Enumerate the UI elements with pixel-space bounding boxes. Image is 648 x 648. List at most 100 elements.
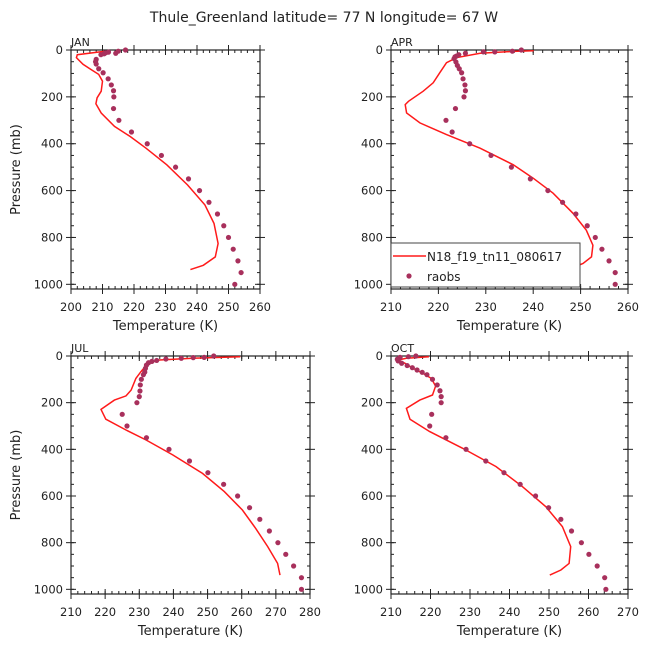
y-tick-label: 1000 (34, 582, 63, 596)
x-tick-label: 260 (231, 605, 253, 619)
x-tick-label: 210 (60, 605, 82, 619)
y-tick-label: 200 (361, 90, 383, 104)
panel-apr: APR 210 220 230 240 250 260 0 200 400 600 800 1000 Te… (354, 36, 639, 334)
y-tick-label: 0 (376, 43, 383, 57)
raobs-point (144, 141, 150, 147)
raobs-point (437, 388, 443, 394)
y-tick-label: 800 (41, 230, 63, 244)
raobs-point (558, 516, 564, 522)
x-tick-label: 220 (427, 300, 449, 314)
y-tick-label: 600 (41, 184, 63, 198)
raobs-point (143, 435, 150, 441)
x-axis-label: Temperature (K) (456, 624, 562, 639)
raobs-point (221, 481, 227, 487)
x-tick-label: 250 (197, 605, 219, 619)
raobs-point (283, 551, 289, 557)
raobs-point (128, 129, 135, 135)
raobs-point (214, 211, 221, 217)
panel-jul: JUL 210 220 230 240 250 260 270 280 0 200 400 600 800… (9, 342, 321, 639)
raobs-point (154, 357, 160, 364)
raobs-point (602, 575, 608, 581)
raobs-point (599, 246, 605, 252)
raobs-point (134, 400, 140, 406)
raobs-point (257, 516, 263, 522)
raobs-point (221, 223, 227, 229)
x-tick-label: 210 (380, 300, 402, 314)
raobs-point (205, 470, 211, 476)
x-axis-label: Temperature (K) (112, 319, 218, 334)
raobs-point (105, 76, 111, 82)
y-tick-label: 800 (361, 536, 383, 550)
raobs-point (230, 246, 236, 252)
raobs-point (404, 362, 410, 369)
y-tick-label: 400 (41, 137, 63, 151)
raobs-point (517, 481, 523, 487)
raobs-point (546, 505, 552, 511)
raobs-point (225, 234, 232, 241)
y-tick-label: 200 (361, 396, 383, 410)
raobs-point (185, 176, 192, 182)
raobs-point (483, 458, 489, 464)
raobs-point (449, 129, 455, 135)
raobs-point (235, 493, 241, 499)
x-tick-label: 200 (60, 300, 82, 314)
legend-box (390, 242, 581, 288)
raobs-point (612, 281, 618, 287)
panel-title: OCT (391, 342, 414, 355)
raobs-point (427, 423, 433, 429)
raobs-point (108, 82, 114, 88)
raobs-point (509, 48, 515, 54)
raobs-point (438, 394, 444, 400)
x-tick-label: 230 (459, 605, 481, 619)
raobs-point (122, 47, 129, 53)
raobs-point (98, 52, 104, 58)
raobs-point (232, 281, 238, 287)
raobs-point (238, 269, 244, 276)
x-axis-label: Temperature (K) (137, 624, 243, 639)
raobs-point (501, 470, 507, 476)
legend-model-label: N18_f19_tn11_080617 (427, 250, 562, 264)
x-tick-label: 240 (522, 300, 544, 314)
y-tick-label: 0 (376, 349, 383, 363)
raobs-point (452, 105, 459, 112)
x-tick-label: 230 (155, 300, 177, 314)
x-tick-label: 230 (128, 605, 150, 619)
raobs-point (527, 176, 533, 182)
raobs-point (594, 563, 600, 569)
raobs-point (586, 551, 592, 557)
raobs-point (414, 367, 420, 373)
raobs-point (298, 586, 305, 592)
raobs-point (137, 388, 143, 394)
x-axis-label: Temperature (K) (456, 319, 562, 334)
legend-raobs-marker (406, 273, 412, 279)
raobs-point (424, 372, 430, 378)
x-tick-label: 270 (617, 605, 639, 619)
x-tick-label: 250 (538, 605, 560, 619)
y-tick-label: 800 (361, 230, 383, 244)
y-tick-label: 0 (56, 43, 63, 57)
x-tick-label: 260 (249, 300, 271, 314)
raobs-point (467, 141, 473, 147)
raobs-point (462, 82, 468, 88)
raobs-point (429, 376, 436, 382)
figure-title: Thule_Greenland latitude= 77 N longitude… (149, 10, 498, 26)
panel-title: JUL (70, 342, 89, 355)
plot-frame (70, 49, 261, 290)
raobs-point (298, 575, 305, 581)
raobs-point (438, 400, 444, 406)
plot-frame (70, 355, 311, 595)
raobs-point (275, 540, 281, 546)
raobs-point (246, 505, 253, 511)
raobs-point (111, 94, 117, 100)
raobs-point (110, 88, 117, 94)
y-tick-label: 400 (41, 442, 63, 456)
raobs-point (419, 369, 425, 375)
raobs-point (568, 528, 575, 534)
x-tick-label: 220 (94, 605, 116, 619)
x-tick-label: 210 (92, 300, 114, 314)
raobs-point (578, 540, 584, 546)
panel-jan: JAN 200 210 220 230 240 250 260 0 200 400 600 800 100… (9, 36, 271, 334)
raobs-point (158, 152, 165, 159)
raobs-point (116, 117, 122, 123)
raobs-point (201, 354, 207, 360)
